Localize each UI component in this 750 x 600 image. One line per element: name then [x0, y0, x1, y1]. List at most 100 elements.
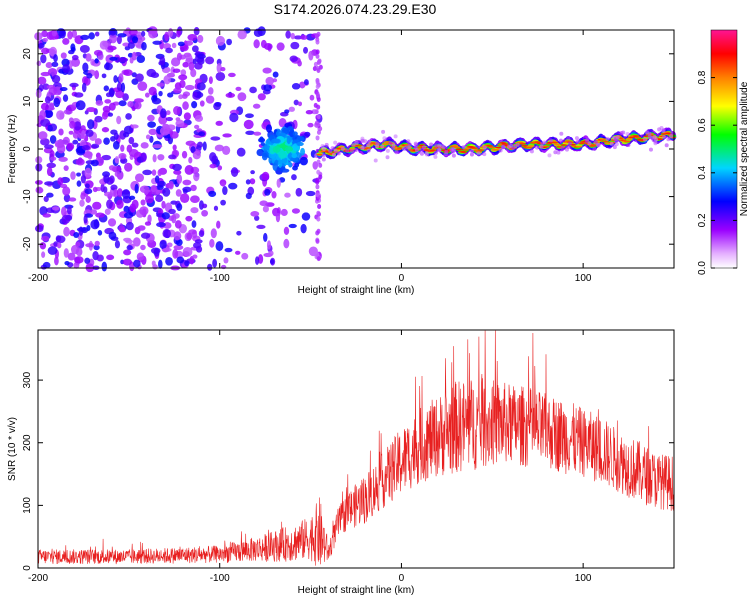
noise-blob [139, 206, 149, 216]
noise-blob [136, 252, 145, 261]
ridge-speckle [375, 144, 380, 149]
noise-blob [148, 128, 158, 136]
noise-blob [217, 165, 223, 171]
ridge-core [519, 142, 526, 145]
cluster-blob [271, 138, 280, 144]
ridge-speckle [353, 148, 358, 153]
noise-blob [76, 172, 82, 177]
noise-blob [289, 55, 298, 63]
noise-blob [152, 144, 163, 149]
noise-blob [134, 183, 139, 194]
noise-blob [82, 62, 89, 73]
noise-blob [62, 37, 70, 45]
noise-blob [185, 54, 193, 63]
spectrogram-xtick-label: -200 [28, 273, 48, 284]
noise-blob [236, 147, 246, 157]
ridge-speckle [560, 146, 565, 151]
noise-blob [75, 100, 86, 111]
noise-blob [220, 67, 226, 72]
edge-blob [316, 114, 321, 120]
cluster-blob [264, 145, 271, 151]
cluster-blob [300, 147, 306, 156]
noise-blob [168, 180, 174, 190]
noise-blob [85, 243, 95, 248]
noise-blob [156, 82, 165, 87]
ridge-core [451, 144, 459, 147]
snr-xtick-label: -200 [28, 573, 48, 584]
noise-blob [190, 195, 200, 204]
ridge-speckle [585, 137, 590, 142]
ridge-speckle [643, 137, 648, 142]
ridge-speckle [382, 136, 387, 141]
noise-blob [175, 189, 182, 197]
noise-blob [194, 124, 200, 129]
ridge-speckle [385, 148, 390, 153]
cluster-blob [259, 136, 264, 143]
noise-blob [39, 206, 48, 216]
noise-blob [60, 52, 67, 59]
edge-blob [315, 53, 320, 59]
noise-blob [253, 39, 260, 49]
ridge-core [625, 137, 633, 140]
noise-blob [151, 169, 157, 176]
noise-blob [107, 45, 117, 51]
noise-blob [116, 199, 124, 209]
noise-blob [283, 226, 290, 235]
ridge-speckle [345, 148, 350, 153]
noise-blob [101, 261, 108, 272]
figure-title: S174.2026.074.23.29.E30 [274, 1, 437, 17]
noise-blob [208, 190, 217, 197]
noise-blob [94, 240, 100, 247]
noise-blob [118, 100, 127, 107]
noise-blob [113, 75, 118, 83]
ridge-speckle [413, 141, 418, 146]
ridge-speckle [354, 140, 359, 145]
noise-blob [208, 76, 213, 85]
noise-blob [37, 76, 47, 85]
noise-blob [193, 27, 200, 36]
edge-blob [315, 49, 320, 55]
ridge-core [599, 138, 607, 141]
ridge-speckle [350, 149, 355, 154]
noise-blob [276, 178, 281, 188]
ridge-speckle [482, 152, 487, 157]
noise-blob [41, 47, 50, 55]
noise-blob [107, 112, 114, 117]
noise-blob [128, 29, 139, 36]
noise-blob [245, 179, 251, 185]
noise-blob [115, 89, 125, 99]
noise-blob [86, 107, 97, 113]
edge-blob [315, 192, 320, 198]
ridge-speckle [360, 145, 365, 150]
ridge-core [525, 146, 533, 149]
noise-blob [301, 212, 311, 221]
noise-blob [56, 110, 65, 120]
noise-blob [63, 194, 71, 203]
noise-blob [123, 69, 133, 76]
noise-blob [70, 244, 80, 255]
ridge-speckle [662, 135, 667, 140]
noise-blob [134, 173, 145, 183]
noise-blob [109, 56, 118, 61]
cluster-blob [276, 166, 286, 171]
noise-blob [135, 73, 144, 82]
cluster-blob [291, 153, 298, 159]
noise-blob [293, 35, 303, 40]
noise-blob [94, 115, 103, 123]
noise-blob [128, 195, 136, 200]
noise-blob [93, 49, 103, 56]
noise-blob [116, 115, 122, 125]
noise-blob [192, 254, 198, 259]
noise-blob [188, 156, 193, 164]
noise-blob [37, 42, 45, 49]
noise-blob [84, 167, 92, 178]
colorbar-axes: 0.0 0.2 0.4 0.6 0.8 [697, 29, 738, 275]
ridge-speckle [421, 145, 426, 150]
edge-blob [315, 80, 320, 86]
snr-ylabel: SNR (10 * v/v) [7, 417, 18, 481]
noise-blob [171, 42, 177, 49]
ridge-speckle [366, 148, 371, 153]
noise-blob [123, 212, 134, 219]
noise-blob [76, 180, 82, 187]
noise-blob [126, 245, 133, 251]
